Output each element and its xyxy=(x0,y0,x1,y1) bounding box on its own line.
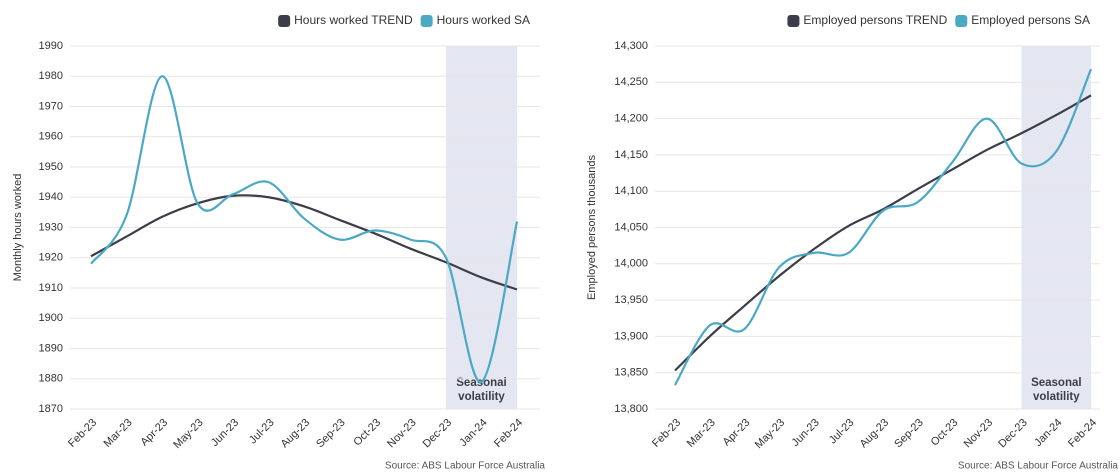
x-tick-label: Dec-23 xyxy=(996,417,1030,451)
legend-swatch xyxy=(420,15,433,27)
x-tick-label: Aug-23 xyxy=(279,417,313,451)
x-tick-label: Feb-24 xyxy=(492,417,525,450)
y-tick-label: 13,950 xyxy=(614,294,648,306)
x-tick-label: Nov-23 xyxy=(962,417,996,451)
y-tick-label: 1870 xyxy=(39,403,63,415)
y-tick-label: 1910 xyxy=(39,282,63,294)
x-tick-label: Aug-23 xyxy=(858,417,892,451)
legend-swatch xyxy=(787,15,800,27)
x-tick-label: Sep-23 xyxy=(892,417,926,451)
x-tick-label: May-23 xyxy=(753,417,787,451)
y-tick-label: 1890 xyxy=(39,342,63,354)
x-tick-label: Feb-23 xyxy=(650,417,683,450)
legend-label: Hours worked SA xyxy=(437,13,530,27)
y-tick-label: 1950 xyxy=(39,161,63,173)
y-tick-label: 14,050 xyxy=(614,221,648,233)
y-tick-label: 1990 xyxy=(39,40,63,52)
y-tick-label: 14,300 xyxy=(614,40,648,52)
series-line xyxy=(674,68,1093,386)
legend-label: Employed persons SA xyxy=(971,13,1090,27)
y-axis-label: Employed persons thousands xyxy=(586,155,598,300)
series-line xyxy=(90,194,518,291)
source-note: Source: ABS Labour Force Australia xyxy=(385,461,546,472)
series-line xyxy=(90,75,519,383)
y-tick-label: 1880 xyxy=(39,373,63,385)
x-tick-label: Nov-23 xyxy=(385,417,419,451)
x-tick-label: Jun-23 xyxy=(790,417,822,449)
y-tick-label: 14,150 xyxy=(614,149,648,161)
highlight-label: Seasonal xyxy=(1031,377,1082,389)
y-tick-label: 1900 xyxy=(39,312,63,324)
x-tick-label: Apr-23 xyxy=(721,417,753,449)
x-tick-label: Jan-24 xyxy=(457,417,489,449)
y-tick-label: 14,000 xyxy=(614,258,648,270)
x-tick-label: Sep-23 xyxy=(314,417,348,451)
source-note: Source: ABS Labour Force Australia xyxy=(958,461,1119,472)
y-tick-label: 1960 xyxy=(39,131,63,143)
legend-label: Hours worked TREND xyxy=(294,13,413,27)
x-tick-label: Mar-23 xyxy=(102,417,135,450)
x-tick-label: Mar-23 xyxy=(685,417,718,450)
y-tick-label: 14,250 xyxy=(614,76,648,88)
y-tick-label: 13,900 xyxy=(614,330,648,342)
x-tick-label: Feb-24 xyxy=(1066,417,1099,450)
x-tick-label: Feb-23 xyxy=(66,417,99,450)
y-tick-label: 1970 xyxy=(39,100,63,112)
y-tick-label: 1920 xyxy=(39,252,63,264)
legend-swatch xyxy=(278,15,291,27)
y-tick-label: 1980 xyxy=(39,70,63,82)
highlight-label: volatility xyxy=(1033,391,1080,403)
x-tick-label: Oct-23 xyxy=(351,417,383,449)
x-tick-label: Jul-23 xyxy=(827,417,857,447)
y-tick-label: 14,100 xyxy=(614,185,648,197)
y-axis-label: Monthly hours worked xyxy=(12,174,24,282)
x-tick-label: Jan-24 xyxy=(1032,417,1064,449)
legend-swatch xyxy=(955,15,968,27)
y-tick-label: 13,850 xyxy=(614,367,648,379)
x-tick-label: Jul-23 xyxy=(247,417,277,447)
x-tick-label: Apr-23 xyxy=(138,417,170,449)
legend-label: Employed persons TREND xyxy=(803,13,947,27)
x-tick-label: Oct-23 xyxy=(929,417,961,449)
y-tick-label: 1940 xyxy=(39,191,63,203)
x-tick-label: Jun-23 xyxy=(209,417,241,449)
highlight-label: volatility xyxy=(458,391,505,403)
y-tick-label: 13,800 xyxy=(614,403,648,415)
y-tick-label: 1930 xyxy=(39,221,63,233)
x-tick-label: Dec-23 xyxy=(421,417,455,451)
highlight-label: Seasonal xyxy=(456,377,507,389)
x-tick-label: May-23 xyxy=(171,417,205,451)
y-tick-label: 14,200 xyxy=(614,113,648,125)
series-line xyxy=(674,94,1092,372)
